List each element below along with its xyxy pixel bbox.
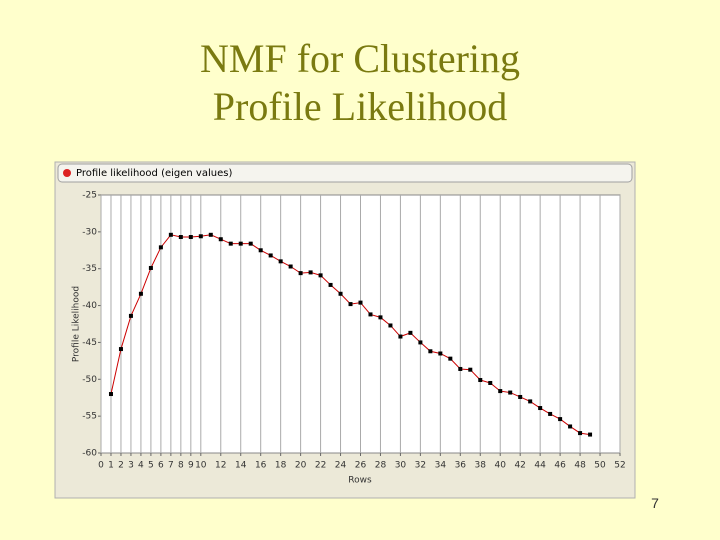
x-tick-label: 48 [574, 461, 586, 471]
marker [568, 424, 573, 429]
marker [108, 392, 113, 397]
x-tick-label: 38 [475, 461, 487, 471]
x-tick-label: 14 [235, 461, 247, 471]
y-tick-label: -50 [82, 375, 97, 385]
disclosure-icon[interactable] [63, 169, 71, 177]
x-tick-label: 42 [514, 461, 525, 471]
marker [458, 366, 463, 371]
marker [498, 389, 503, 394]
marker [478, 378, 483, 383]
marker [118, 347, 123, 352]
marker [378, 315, 383, 320]
x-tick-label: 12 [215, 461, 226, 471]
y-tick-label: -25 [82, 191, 97, 201]
marker [198, 234, 203, 239]
x-tick-label: 6 [158, 461, 164, 471]
x-tick-label: 5 [148, 461, 154, 471]
marker [578, 431, 583, 436]
marker [428, 349, 433, 354]
marker [298, 271, 303, 276]
marker [138, 291, 143, 296]
marker [168, 232, 173, 237]
marker [488, 380, 493, 385]
x-tick-label: 24 [335, 461, 347, 471]
x-tick-label: 34 [435, 461, 447, 471]
marker [348, 302, 353, 307]
marker [358, 300, 363, 305]
marker [408, 330, 413, 335]
marker [388, 323, 393, 328]
y-tick-label: -55 [82, 412, 97, 422]
x-tick-label: 8 [178, 461, 184, 471]
x-tick-label: 40 [495, 461, 507, 471]
x-tick-label: 4 [138, 461, 144, 471]
marker [238, 241, 243, 246]
marker [208, 232, 213, 237]
marker [418, 340, 423, 345]
x-tick-label: 22 [315, 461, 326, 471]
marker [258, 248, 263, 253]
x-tick-label: 26 [355, 461, 367, 471]
x-tick-label: 32 [415, 461, 426, 471]
marker [368, 312, 373, 317]
marker [468, 367, 473, 372]
x-tick-label: 16 [255, 461, 267, 471]
marker [228, 241, 233, 246]
marker [518, 394, 523, 399]
marker [328, 282, 333, 287]
x-tick-label: 1 [108, 461, 114, 471]
marker [128, 313, 133, 318]
marker [158, 245, 163, 250]
marker [338, 291, 343, 296]
x-tick-label: 0 [98, 461, 104, 471]
slide-title: NMF for Clustering [200, 36, 520, 81]
chart-header [57, 163, 633, 183]
x-tick-label: 9 [188, 461, 194, 471]
marker [528, 399, 533, 404]
marker [248, 241, 253, 246]
x-tick-label: 3 [128, 461, 134, 471]
marker [318, 273, 323, 278]
x-axis-label: Rows [348, 476, 372, 486]
marker [268, 253, 273, 258]
marker [188, 235, 193, 240]
y-tick-label: -40 [82, 301, 97, 311]
slide-title: Profile Likelihood [213, 84, 507, 129]
x-tick-label: 50 [594, 461, 606, 471]
x-tick-label: 44 [534, 461, 546, 471]
marker [538, 406, 543, 411]
y-tick-label: -45 [82, 338, 97, 348]
marker [278, 259, 283, 264]
marker [178, 235, 183, 240]
y-tick-label: -35 [82, 264, 97, 274]
x-tick-label: 7 [168, 461, 174, 471]
marker [288, 264, 293, 269]
x-tick-label: 18 [275, 461, 287, 471]
y-axis-label: Profile Likelihood [72, 286, 82, 362]
x-tick-label: 52 [614, 461, 625, 471]
y-tick-label: -60 [82, 449, 97, 459]
marker [148, 265, 153, 270]
x-tick-label: 2 [118, 461, 124, 471]
marker [548, 411, 553, 416]
x-tick-label: 28 [375, 461, 387, 471]
marker [438, 351, 443, 356]
chart-title: Profile likelihood (eigen values) [76, 168, 232, 179]
marker [508, 390, 513, 395]
marker [308, 270, 313, 275]
x-tick-label: 30 [395, 461, 407, 471]
x-tick-label: 20 [295, 461, 307, 471]
x-tick-label: 36 [455, 461, 467, 471]
x-tick-label: 10 [195, 461, 207, 471]
marker [398, 334, 403, 339]
page-number: 7 [651, 495, 659, 511]
marker [448, 356, 453, 361]
marker [218, 237, 223, 242]
marker [558, 417, 563, 422]
x-tick-label: 46 [554, 461, 566, 471]
marker [588, 432, 593, 437]
y-tick-label: -30 [82, 227, 97, 237]
